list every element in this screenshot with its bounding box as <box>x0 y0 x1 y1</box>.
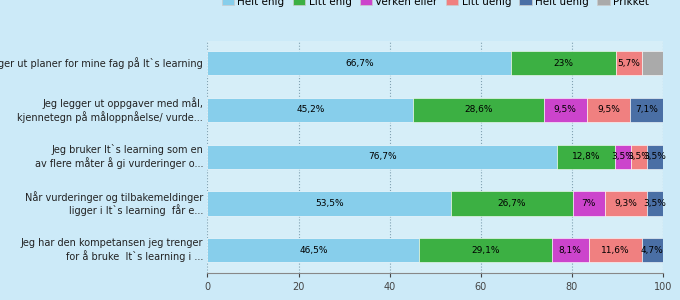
Bar <box>413 98 543 122</box>
Bar <box>605 191 647 216</box>
Text: 12,8%: 12,8% <box>572 152 600 161</box>
Bar <box>420 238 552 262</box>
Text: 29,1%: 29,1% <box>471 246 500 255</box>
Text: 3,5%: 3,5% <box>643 152 666 161</box>
Bar <box>573 191 605 216</box>
Text: 45,2%: 45,2% <box>296 106 324 115</box>
Text: 7,1%: 7,1% <box>635 106 658 115</box>
Text: 8,1%: 8,1% <box>559 246 581 255</box>
Bar <box>557 145 615 169</box>
Text: 28,6%: 28,6% <box>464 106 493 115</box>
Bar <box>647 145 663 169</box>
Legend: Helt enig, Litt enig, Verken eller, Litt uenig, Helt uenig, Prikket: Helt enig, Litt enig, Verken eller, Litt… <box>220 0 651 9</box>
Bar <box>207 191 451 216</box>
Text: 66,7%: 66,7% <box>345 59 373 68</box>
Text: 3,5%: 3,5% <box>643 199 666 208</box>
Bar <box>642 238 663 262</box>
Bar <box>587 98 630 122</box>
Text: 5,7%: 5,7% <box>617 59 641 68</box>
Text: 9,3%: 9,3% <box>615 199 637 208</box>
Bar <box>207 98 413 122</box>
Text: 9,5%: 9,5% <box>597 106 620 115</box>
Bar <box>543 98 587 122</box>
Bar <box>207 238 420 262</box>
Bar <box>589 238 642 262</box>
Bar <box>552 238 589 262</box>
Bar <box>616 51 642 75</box>
Bar <box>630 98 662 122</box>
Bar <box>451 191 573 216</box>
Text: 53,5%: 53,5% <box>315 199 343 208</box>
Bar <box>207 145 557 169</box>
Bar <box>207 51 511 75</box>
Text: 4,7%: 4,7% <box>641 246 664 255</box>
Bar <box>631 145 647 169</box>
Text: 7%: 7% <box>581 199 596 208</box>
Text: 46,5%: 46,5% <box>299 246 328 255</box>
Bar <box>511 51 616 75</box>
Bar <box>615 145 631 169</box>
Text: 3,5%: 3,5% <box>612 152 634 161</box>
Bar <box>642 51 663 75</box>
Text: 3,5%: 3,5% <box>628 152 651 161</box>
Text: 11,6%: 11,6% <box>601 246 630 255</box>
Text: 9,5%: 9,5% <box>554 106 577 115</box>
Bar <box>647 191 663 216</box>
Text: 23%: 23% <box>554 59 574 68</box>
Text: 76,7%: 76,7% <box>368 152 396 161</box>
Text: 26,7%: 26,7% <box>498 199 526 208</box>
